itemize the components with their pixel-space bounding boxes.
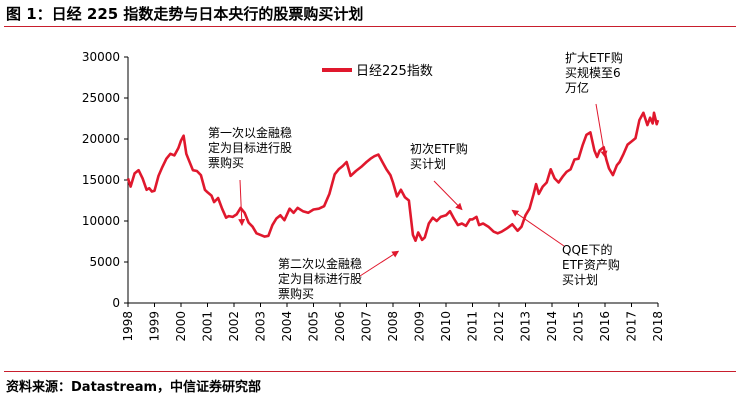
annotation-line: 票购买 <box>278 286 314 301</box>
x-axis-ticks: 1998 1999 2000 2001 2002 2003 2004 2005 2006 2007… <box>121 303 665 342</box>
annotation-line: ETF资产购 <box>562 257 620 272</box>
x-tick-label: 2011 <box>466 311 480 342</box>
chart-annotations: 第一次以金融稳定为目标进行股票购买第二次以金融稳定为目标进行股票购买初次ETF购… <box>208 50 623 301</box>
legend-label: 日经225指数 <box>356 64 433 79</box>
x-tick-label: 2002 <box>227 311 241 342</box>
y-tick-label: 5000 <box>89 255 120 269</box>
annotation-arrow <box>359 250 400 277</box>
x-tick-label: 1999 <box>148 311 162 342</box>
annotation-line: 票购买 <box>208 155 244 170</box>
annotation-line: QQE下的 <box>562 242 612 257</box>
annotation-arrow <box>595 103 608 159</box>
nikkei-225-series-line <box>126 111 660 242</box>
annotation-line: 定为目标进行股 <box>278 271 362 286</box>
y-tick-label: 20000 <box>82 132 120 146</box>
source-note: 资料来源：Datastream，中信证券研究部 <box>6 380 262 395</box>
x-tick-label: 2012 <box>492 311 506 342</box>
x-tick-label: 2013 <box>519 311 533 342</box>
x-tick-label: 2017 <box>625 311 639 342</box>
x-tick-label: 1998 <box>121 311 135 342</box>
x-tick-label: 2000 <box>174 311 188 342</box>
y-tick-label: 30000 <box>82 50 120 64</box>
y-tick-label: 25000 <box>82 91 120 105</box>
x-tick-label: 2001 <box>201 311 215 342</box>
annotation-line: 买规模至6 <box>565 65 621 80</box>
x-tick-label: 2009 <box>413 311 427 342</box>
y-axis-ticks: 0 5000 10000 15000 20000 25000 30000 <box>82 50 128 310</box>
x-tick-label: 2006 <box>333 311 347 342</box>
annotation-arrow <box>511 209 565 247</box>
annotation-line: 初次ETF购 <box>410 141 468 156</box>
y-tick-label: 0 <box>112 296 120 310</box>
x-tick-label: 2016 <box>598 311 612 342</box>
title-divider <box>4 26 736 27</box>
annotation-label: 第一次以金融稳定为目标进行股票购买 <box>208 125 292 170</box>
figure-title: 图 1：日经 225 指数走势与日本央行的股票购买计划 <box>6 5 364 23</box>
y-tick-label: 15000 <box>82 173 120 187</box>
annotation-line: 第二次以金融稳 <box>278 256 362 271</box>
annotation-line: 万亿 <box>565 80 589 95</box>
source-divider <box>4 371 736 372</box>
annotation-line: 买计划 <box>410 157 446 171</box>
annotation-label: 初次ETF购买计划 <box>410 141 468 171</box>
annotation-label: 第二次以金融稳定为目标进行股票购买 <box>278 256 362 301</box>
y-tick-label: 10000 <box>82 214 120 228</box>
x-tick-label: 2008 <box>386 311 400 342</box>
annotation-line: 买计划 <box>562 273 598 287</box>
x-tick-label: 2010 <box>439 311 453 342</box>
x-tick-label: 2014 <box>545 311 559 342</box>
annotation-label: 扩大ETF购买规模至6 万亿 <box>565 50 623 95</box>
annotation-line: 定为目标进行股 <box>208 140 292 155</box>
annotation-line: 第一次以金融稳 <box>208 125 292 140</box>
x-tick-label: 2005 <box>307 311 321 342</box>
x-tick-label: 2015 <box>572 311 586 342</box>
x-tick-label: 2018 <box>651 311 665 342</box>
x-tick-label: 2003 <box>254 311 268 342</box>
chart-legend: 日经225指数 <box>322 64 433 79</box>
x-tick-label: 2004 <box>280 311 294 342</box>
annotation-arrow <box>238 179 246 227</box>
annotation-arrow <box>433 180 463 211</box>
annotation-label: QQE下的 ETF资产购买计划 <box>562 242 620 287</box>
x-tick-label: 2007 <box>360 311 374 342</box>
annotation-line: 扩大ETF购 <box>565 50 623 65</box>
